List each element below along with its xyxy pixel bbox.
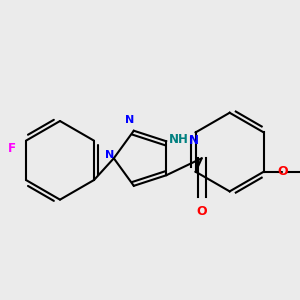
Text: NH: NH [169,133,189,146]
Text: O: O [277,165,288,178]
Text: N: N [125,116,134,125]
Text: N: N [105,150,114,160]
Text: N: N [188,134,199,147]
Text: F: F [8,142,16,155]
Text: O: O [196,205,207,218]
